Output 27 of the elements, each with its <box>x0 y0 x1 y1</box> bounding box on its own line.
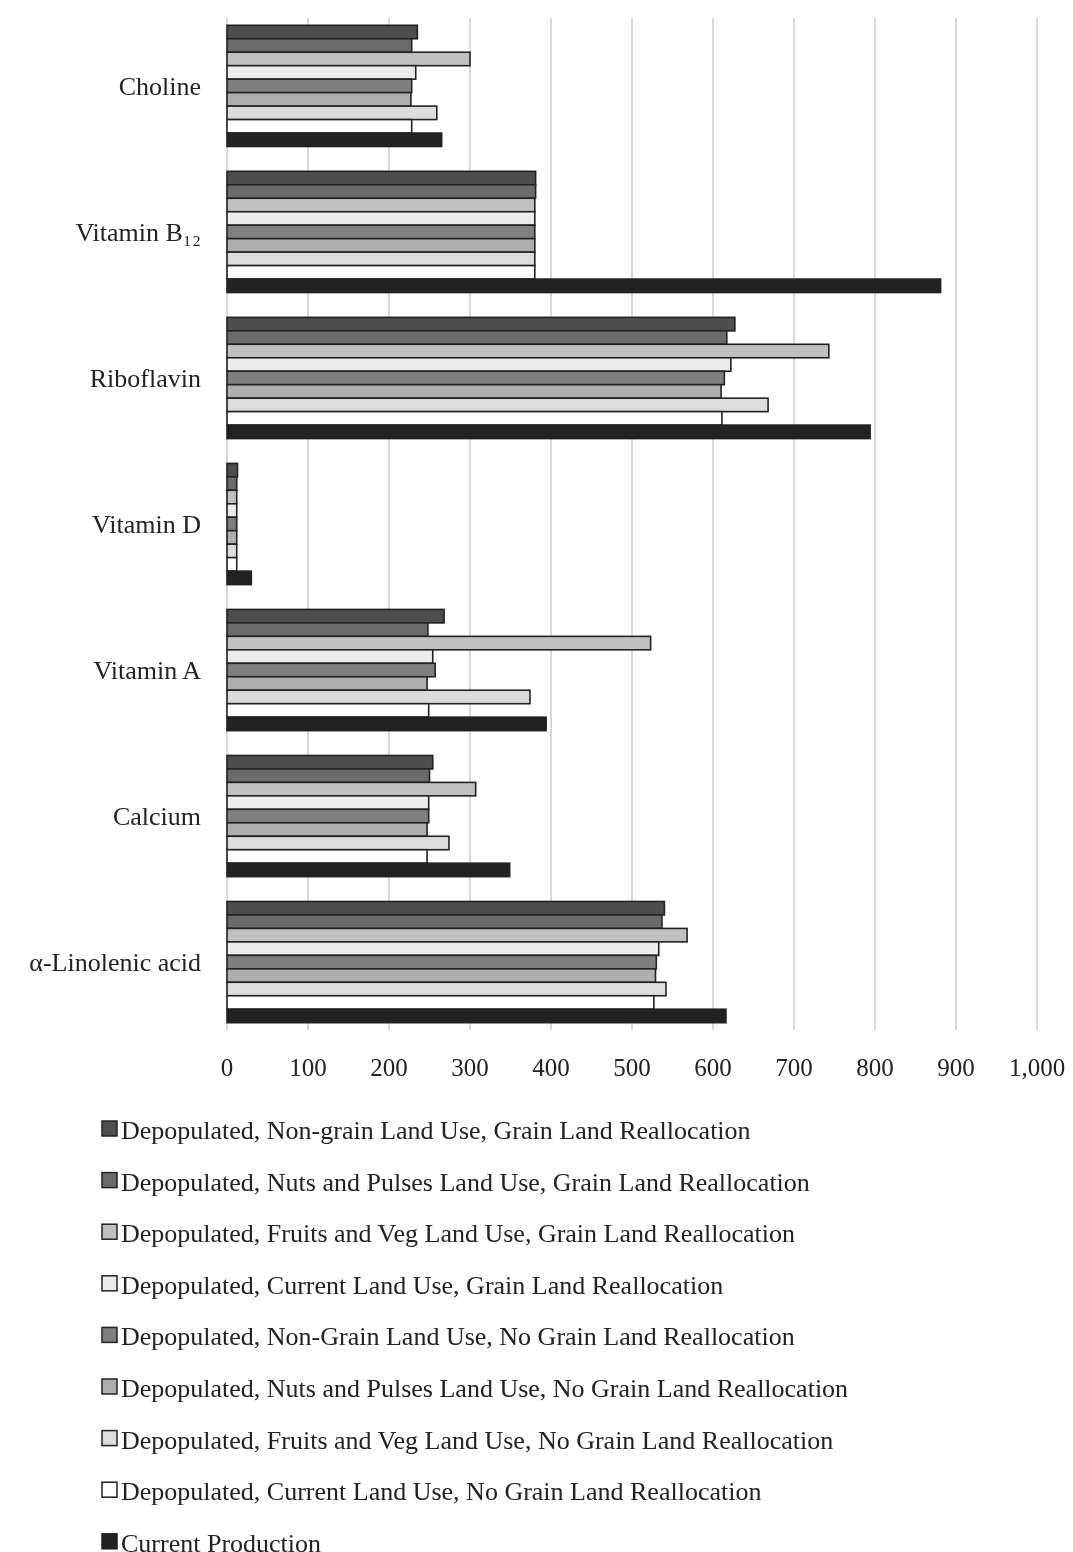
x-tick-label: 300 <box>451 1054 489 1081</box>
legend-label: Current Production <box>121 1528 322 1552</box>
x-tick-label: 900 <box>937 1054 975 1081</box>
y-tick-label: Calcium <box>112 802 201 832</box>
legend-label: Depopulated, Nuts and Pulses Land Use, No Grain Land Reallocation <box>121 1374 849 1403</box>
legend-label: Depopulated, Current Land Use, Grain Land Reallocation <box>121 1270 724 1300</box>
y-tick-label: Vitamin D <box>92 510 201 539</box>
y-tick-label: α-Linolenic acid <box>29 948 201 978</box>
x-tick-label: 600 <box>694 1054 732 1081</box>
y-tick-label: Riboflavin <box>89 363 201 393</box>
y-tick-label: Choline <box>118 71 201 101</box>
x-tick-label: 200 <box>370 1054 408 1081</box>
y-tick-label: Vitamin A <box>93 656 202 686</box>
x-tick-label: 800 <box>856 1054 894 1081</box>
x-tick-label: 0 <box>220 1054 234 1081</box>
x-tick-label: 400 <box>532 1054 570 1081</box>
legend-label: Depopulated, Fruits and Veg Land Use, Grain Land Reallocation <box>121 1219 795 1249</box>
legend-label: Depopulated, Non-Grain Land Use, No Grain Land Reallocation <box>121 1322 795 1352</box>
legend-label: Depopulated, Nuts and Pulses Land Use, Grain Land Reallocation <box>121 1167 810 1197</box>
x-tick-label: 500 <box>613 1054 651 1081</box>
x-tick-label: 100 <box>289 1054 327 1081</box>
x-tick-label: 1,000 <box>1008 1054 1066 1081</box>
y-tick-label: Vitamin B₁₂ <box>75 217 201 247</box>
legend-label: Depopulated, Fruits and Veg Land Use, No Grain Land Reallocation <box>121 1425 834 1455</box>
x-tick-label: 700 <box>775 1054 813 1081</box>
legend-label: Depopulated, Non-grain Land Use, Grain Land Reallocation <box>121 1116 751 1145</box>
legend-label: Depopulated, Current Land Use, No Grain Land Reallocation <box>121 1477 762 1507</box>
